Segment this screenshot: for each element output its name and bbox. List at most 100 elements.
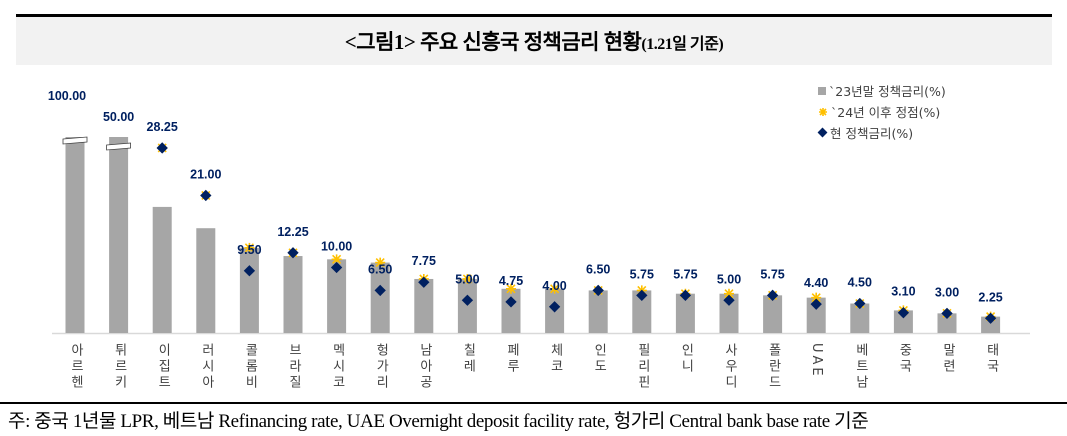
peak-marker bbox=[549, 283, 560, 294]
category-label: 아르헨 bbox=[68, 343, 83, 391]
legend-label: 현 정책금리(%) bbox=[830, 126, 914, 141]
category-label: 튀르키 bbox=[111, 343, 127, 391]
category-label: 칠레 bbox=[460, 343, 476, 375]
data-label: 5.75 bbox=[673, 267, 697, 281]
diamond-icon bbox=[817, 127, 828, 138]
data-label: 3.00 bbox=[935, 285, 959, 299]
data-label: 7.75 bbox=[412, 254, 436, 268]
title-top-rule bbox=[16, 14, 1052, 17]
current-marker bbox=[941, 307, 953, 320]
data-label: 12.25 bbox=[277, 225, 308, 239]
data-label: 4.00 bbox=[542, 279, 566, 293]
data-label: 5.00 bbox=[717, 272, 741, 286]
bar bbox=[109, 137, 129, 333]
current-marker bbox=[461, 294, 474, 306]
bar bbox=[763, 295, 783, 333]
data-label: 2.25 bbox=[978, 290, 1002, 304]
category-label: 러시아 bbox=[198, 343, 214, 391]
peak-marker bbox=[375, 257, 386, 268]
peak-marker bbox=[331, 254, 342, 265]
data-label: 4.50 bbox=[848, 276, 872, 290]
peak-marker bbox=[724, 288, 734, 299]
data-label: 5.75 bbox=[630, 267, 654, 281]
data-label: 4.40 bbox=[804, 276, 828, 290]
bar bbox=[239, 247, 259, 333]
current-marker bbox=[243, 265, 256, 277]
bar bbox=[675, 293, 695, 333]
category-label: 폴란드 bbox=[765, 343, 781, 391]
data-label: 9.50 bbox=[237, 243, 261, 257]
bar bbox=[850, 303, 870, 333]
category-label: 말련 bbox=[940, 343, 955, 375]
legend-item-peak: `24년 이후 정점(%) bbox=[818, 101, 946, 122]
category-label: 브라질 bbox=[286, 343, 301, 391]
bar bbox=[414, 278, 434, 333]
category-label: UAE bbox=[809, 343, 825, 379]
category-label: 남아공 bbox=[416, 343, 432, 391]
peak-marker bbox=[462, 273, 473, 284]
bar bbox=[806, 297, 826, 333]
bar bbox=[719, 293, 739, 333]
data-label: 100.00 bbox=[48, 89, 86, 103]
current-marker bbox=[766, 289, 779, 301]
current-marker bbox=[854, 297, 866, 310]
footnote: 주: 중국 1년물 LPR, 베트남 Refinancing rate, UAE… bbox=[8, 411, 869, 432]
legend-label: `23년말 정책금리(%) bbox=[829, 84, 946, 99]
bar bbox=[981, 316, 1001, 333]
legend-item-bar: `23년말 정책금리(%) bbox=[818, 80, 946, 101]
current-marker bbox=[723, 294, 735, 306]
data-label: 5.00 bbox=[455, 272, 479, 286]
category-label: 헝가리 bbox=[373, 343, 389, 391]
current-marker bbox=[636, 289, 648, 301]
data-label: 21.00 bbox=[190, 167, 221, 181]
current-marker bbox=[505, 296, 517, 308]
legend-item-current: 현 정책금리(%) bbox=[817, 122, 946, 143]
category-label: 이집트 bbox=[155, 343, 171, 391]
legend-swatch-bar bbox=[818, 86, 826, 95]
bar bbox=[632, 290, 652, 333]
axis-break-marker bbox=[62, 136, 88, 145]
category-label: 체코 bbox=[547, 343, 563, 375]
current-marker bbox=[592, 284, 604, 297]
category-label: 인니 bbox=[678, 343, 694, 375]
current-marker bbox=[374, 284, 386, 297]
current-marker bbox=[287, 247, 299, 259]
data-label: 50.00 bbox=[103, 110, 134, 124]
peak-marker bbox=[244, 242, 255, 253]
category-label: 필리핀 bbox=[634, 343, 650, 391]
data-label: 5.75 bbox=[760, 267, 784, 281]
title-band: <그림1> 주요 신흥국 정책금리 현황(1.21일 기준) bbox=[16, 17, 1052, 65]
bar bbox=[65, 137, 85, 333]
current-marker bbox=[810, 298, 822, 310]
chart-title: <그림1> 주요 신흥국 정책금리 현황(1.21일 기준) bbox=[345, 26, 724, 56]
category-label: 페루 bbox=[504, 343, 519, 375]
category-label: 태국 bbox=[983, 343, 999, 375]
bar bbox=[283, 256, 303, 333]
data-label: 6.50 bbox=[586, 262, 610, 276]
current-marker bbox=[156, 142, 168, 154]
bar bbox=[937, 313, 957, 333]
peak-marker bbox=[811, 292, 822, 303]
bar bbox=[588, 290, 608, 333]
legend: `23년말 정책금리(%) `24년 이후 정점(%) 현 정책금리(%) bbox=[817, 80, 946, 143]
current-marker bbox=[679, 289, 692, 301]
category-label: 중국 bbox=[896, 343, 912, 375]
bar bbox=[501, 288, 521, 333]
current-marker bbox=[548, 301, 561, 313]
current-marker bbox=[897, 307, 910, 319]
data-label: 6.50 bbox=[368, 262, 392, 276]
current-marker bbox=[330, 261, 343, 274]
category-label: 베트남 bbox=[852, 343, 868, 391]
bar bbox=[152, 206, 172, 333]
peak-marker bbox=[506, 283, 516, 294]
footnote-rule bbox=[0, 402, 1067, 404]
category-label: 콜롬비 bbox=[242, 343, 258, 391]
current-marker bbox=[984, 312, 997, 324]
data-label: 3.10 bbox=[891, 285, 915, 299]
current-marker bbox=[200, 189, 212, 202]
bar bbox=[327, 259, 347, 333]
star-icon bbox=[819, 107, 827, 116]
category-label: 사우디 bbox=[722, 343, 737, 391]
bar bbox=[196, 228, 216, 333]
legend-label: `24년 이후 정점(%) bbox=[831, 105, 941, 120]
